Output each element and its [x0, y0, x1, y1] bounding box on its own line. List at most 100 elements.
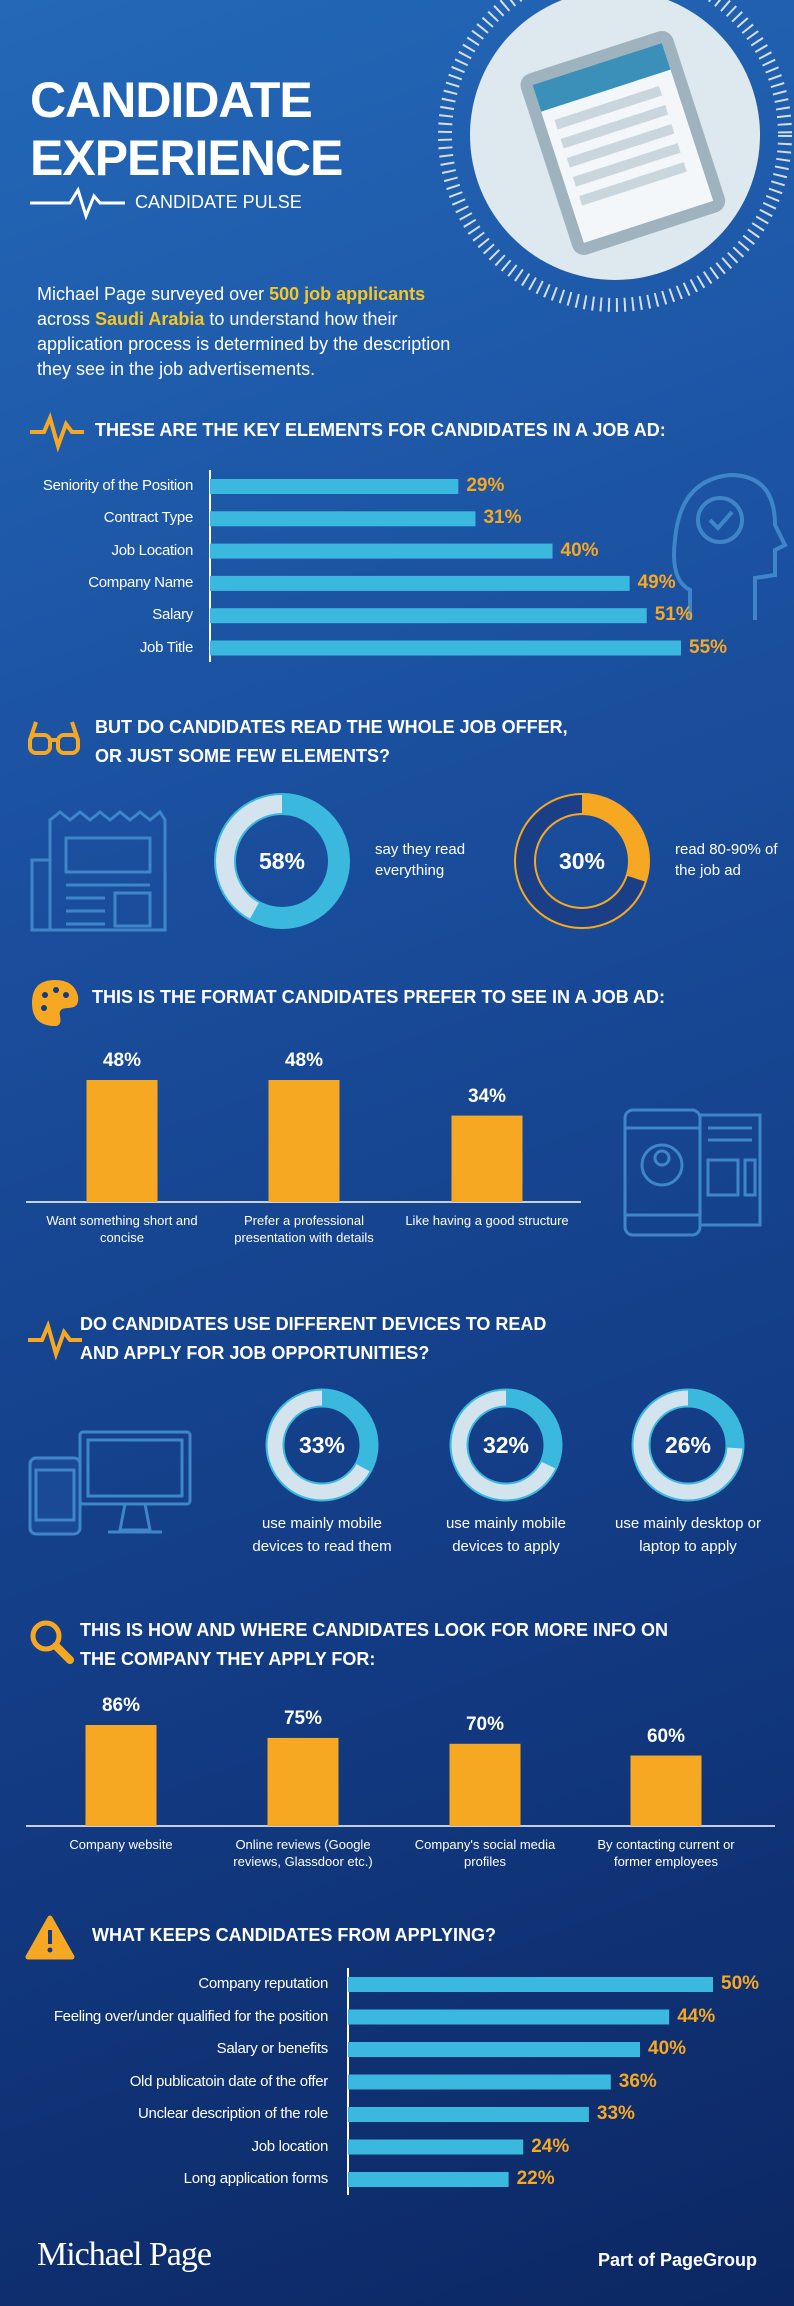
- value-label: 29%: [466, 475, 505, 496]
- value-label: 75%: [283, 1707, 323, 1729]
- bar: [210, 608, 647, 624]
- donut-value: 30%: [558, 848, 606, 874]
- category-label: Company's social media profiles: [414, 1837, 556, 1869]
- category-label: Want something short and concise: [46, 1213, 198, 1245]
- intro-text: Michael Page surveyed over 500 job appli…: [37, 282, 457, 382]
- value-label: 33%: [596, 2103, 635, 2124]
- bar: [210, 575, 630, 591]
- pulse-icon: [30, 186, 125, 221]
- bar: [267, 1737, 339, 1826]
- head-icon: [672, 472, 788, 620]
- bar: [449, 1743, 521, 1826]
- pulse-icon: [28, 1320, 82, 1361]
- footer-logo: Michael Page: [37, 2236, 212, 2273]
- bar: [348, 2074, 611, 2090]
- bar: [348, 2042, 640, 2057]
- tablet-illustration: [520, 31, 726, 255]
- category-label: Company website: [69, 1837, 173, 1852]
- value-label: 49%: [637, 571, 676, 593]
- category-label: Online reviews (Google reviews, Glassdoo…: [233, 1837, 373, 1869]
- value-label: 34%: [467, 1085, 507, 1107]
- bar: [85, 1725, 157, 1826]
- bar: [86, 1080, 158, 1202]
- bar: [210, 640, 681, 656]
- value-label: 70%: [465, 1713, 505, 1735]
- intro-highlight: 500 job applicants: [269, 284, 426, 304]
- section-title: THIS IS THE FORMAT CANDIDATES PREFER TO …: [92, 987, 666, 1007]
- value-label: 48%: [284, 1050, 324, 1071]
- category-label: Job location: [251, 2137, 329, 2155]
- category-label: Company reputation: [198, 1975, 328, 1992]
- donut-label: say they read everything: [375, 841, 466, 879]
- glasses-icon: [28, 721, 80, 755]
- search-icon: [30, 1620, 74, 1664]
- bar: [451, 1115, 523, 1202]
- value-label: 48%: [102, 1050, 142, 1071]
- donut-label: read 80-90% of the job ad: [675, 841, 778, 879]
- bar: [268, 1080, 340, 1202]
- section-title: DO CANDIDATES USE DIFFERENT DEVICES TO R…: [80, 1314, 547, 1334]
- mobile-icon: [623, 1108, 762, 1237]
- section-title: WHAT KEEPS CANDIDATES FROM APPLYING?: [92, 1925, 497, 1945]
- value-label: 22%: [516, 2168, 555, 2189]
- pulse-icon: [30, 412, 84, 453]
- bar: [348, 2139, 524, 2155]
- category-label: By contacting current or former employee…: [597, 1837, 735, 1869]
- category-label: Feeling over/under qualified for the pos…: [53, 2007, 328, 2025]
- value-label: 44%: [677, 2005, 716, 2027]
- value-label: 31%: [483, 507, 522, 529]
- palette-icon: [32, 980, 79, 1026]
- donut-arc: [515, 794, 649, 928]
- donut-value: 33%: [298, 1432, 346, 1458]
- donut-arc: [632, 1389, 744, 1501]
- bar: [210, 479, 459, 494]
- section-title: THE COMPANY THEY APPLY FOR:: [80, 1649, 376, 1669]
- bar: [348, 2107, 589, 2122]
- category-label: Long application forms: [183, 2170, 329, 2187]
- value-label: 24%: [531, 2135, 570, 2157]
- donut-value: 58%: [258, 848, 306, 874]
- donut-label: use mainly mobile devices to apply: [445, 1515, 567, 1555]
- category-label: Salary: [152, 606, 193, 624]
- category-label: Old publicatoin date of the offer: [129, 2072, 329, 2090]
- category-label: Like having a good structure: [405, 1213, 569, 1228]
- value-label: 51%: [654, 604, 693, 626]
- value-label: 36%: [618, 2070, 657, 2092]
- donut-label: use mainly mobile devices to read them: [252, 1515, 392, 1555]
- donut-label: use mainly desktop or laptop to apply: [615, 1515, 761, 1555]
- bar: [348, 2172, 509, 2187]
- section-title: OR JUST SOME FEW ELEMENTS?: [95, 746, 391, 766]
- donut-value: 32%: [482, 1432, 530, 1458]
- section-title: AND APPLY FOR JOB OPPORTUNITIES?: [80, 1343, 430, 1363]
- category-label: Contract Type: [103, 509, 194, 527]
- value-label: 60%: [646, 1725, 686, 1747]
- section-title: THIS IS HOW AND WHERE CANDIDATES LOOK FO…: [80, 1620, 668, 1640]
- category-label: Company Name: [88, 573, 193, 591]
- intro-part: to understand how their application proc…: [37, 309, 451, 379]
- warning-icon: [25, 1915, 75, 1960]
- section-title: BUT DO CANDIDATES READ THE WHOLE JOB OFF…: [95, 717, 568, 737]
- bar: [348, 2009, 670, 2025]
- intro-part: across: [37, 309, 96, 329]
- footer-tagline: Part of PageGroup: [597, 2250, 757, 2270]
- category-label: Job Location: [111, 541, 194, 559]
- value-label: 55%: [689, 636, 728, 658]
- category-label: Seniority of the Position: [42, 477, 193, 494]
- donut-value: 26%: [664, 1432, 712, 1458]
- donut-arc: [450, 1389, 562, 1501]
- header-title: EXPERIENCE: [30, 130, 343, 186]
- value-label: 40%: [648, 2038, 687, 2059]
- category-label: Prefer a professional presentation with …: [234, 1213, 374, 1245]
- newspaper-icon: [30, 809, 167, 932]
- section-title: THESE ARE THE KEY ELEMENTS FOR CANDIDATE…: [95, 420, 666, 440]
- header-title: CANDIDATE: [30, 72, 313, 128]
- bar: [210, 543, 553, 559]
- devices-icon: [28, 1430, 192, 1536]
- category-label: Unclear description of the role: [138, 2105, 328, 2122]
- value-label: 40%: [560, 539, 599, 561]
- donut-arc: [215, 794, 349, 928]
- category-label: Job Title: [139, 638, 193, 656]
- intro-part: Michael Page surveyed over: [37, 284, 270, 304]
- photo-rays: [438, 0, 792, 312]
